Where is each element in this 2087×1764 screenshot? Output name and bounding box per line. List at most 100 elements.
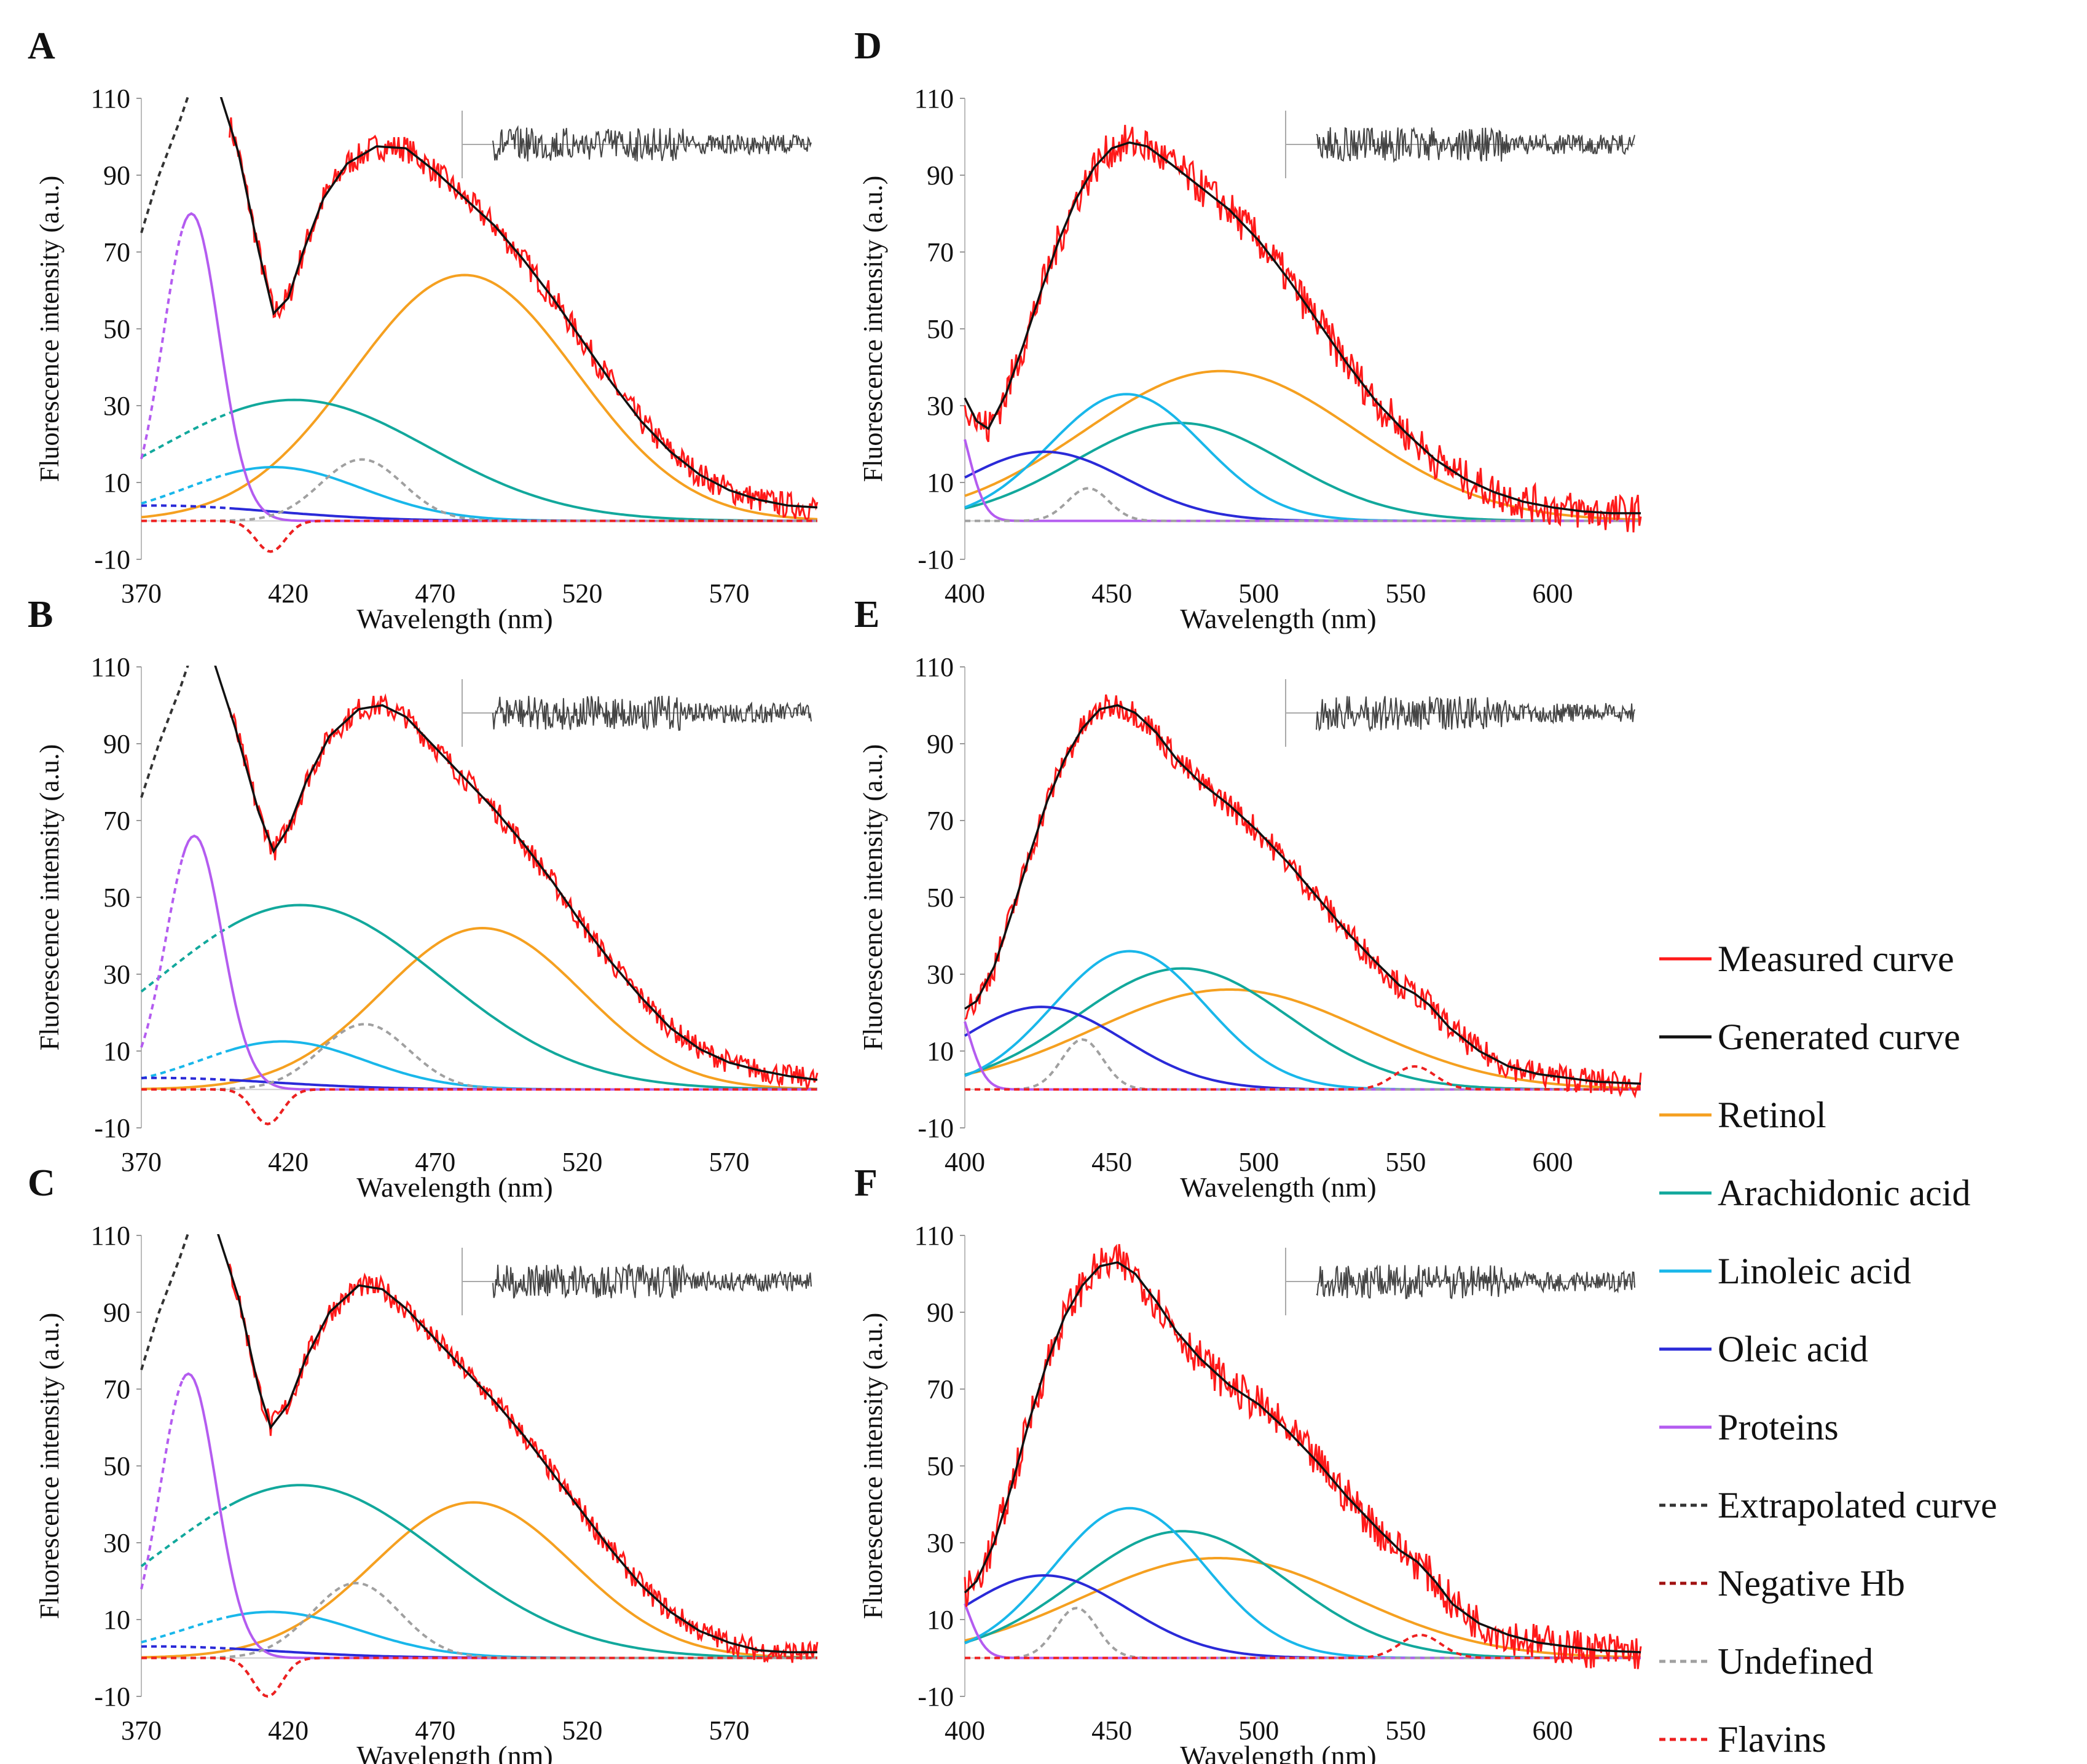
- series-proteins: [964, 1603, 1641, 1660]
- x-tick-label: 370: [121, 1715, 162, 1746]
- y-axis-title: Fluorescence intensity (a.u.): [34, 744, 65, 1051]
- x-tick-label: 470: [415, 1715, 455, 1746]
- panel-label: B: [28, 594, 53, 636]
- series-negative-hb: [141, 1088, 817, 1125]
- series-measured-curve: [229, 1263, 819, 1663]
- residual-inset: [1316, 127, 1635, 163]
- series-proteins: [181, 1372, 817, 1660]
- series-flavins: [965, 1065, 1641, 1091]
- y-tick-label: 70: [927, 806, 954, 836]
- y-tick-label: 90: [103, 160, 130, 191]
- x-tick-label: 600: [1533, 578, 1573, 608]
- residual-inset: [492, 1263, 812, 1299]
- y-tick-label: 10: [927, 468, 954, 498]
- chart-panels: A -10 10 30 50 70 90 110 370 420 470 520 570 Waveleng…: [28, 25, 1642, 1764]
- series-oleic-acid-extrapolated: [141, 1076, 230, 1082]
- series-flavins: [141, 1088, 817, 1125]
- x-axis-title: Wavelength (nm): [356, 1171, 552, 1203]
- series-retinol: [141, 274, 818, 521]
- y-tick-label: 110: [91, 1221, 130, 1251]
- y-tick-label: 10: [103, 1605, 130, 1635]
- y-tick-label: -10: [94, 545, 130, 575]
- series-measured-curve: [964, 125, 1642, 533]
- legend-item: Retinol: [1659, 1095, 1826, 1135]
- series-arachidonic-acid-extrapolated: [140, 926, 230, 993]
- y-tick-label: 110: [91, 652, 130, 682]
- series-flavins: [141, 1656, 817, 1698]
- y-tick-label: 30: [927, 1528, 954, 1558]
- x-tick-label: 400: [945, 578, 985, 608]
- y-tick-label: -10: [94, 1682, 130, 1712]
- series-arachidonic-acid-extrapolated: [141, 412, 230, 459]
- x-tick-label: 520: [562, 1147, 602, 1177]
- legend-label: Extrapolated curve: [1718, 1485, 1997, 1526]
- x-tick-label: 420: [268, 578, 309, 608]
- x-axis-title: Wavelength (nm): [356, 1740, 552, 1764]
- legend-label: Arachidonic acid: [1718, 1173, 1970, 1213]
- y-axis-title: Fluorescence intensity (a.u.): [34, 1313, 65, 1620]
- legend: Measured curve Generated curve Retinol Arac…: [1659, 939, 1997, 1760]
- x-tick-label: 520: [562, 578, 602, 608]
- series-measured-curve: [964, 694, 1642, 1099]
- legend-label: Undefined: [1718, 1641, 1873, 1682]
- x-tick-label: 550: [1385, 1715, 1426, 1746]
- residual-inset: [492, 125, 812, 162]
- panel-label: F: [854, 1162, 878, 1204]
- x-tick-label: 470: [415, 578, 455, 608]
- y-axis-title: Fluorescence intensity (a.u.): [858, 1313, 888, 1620]
- plot-area: [140, 97, 819, 553]
- series-undefined: [141, 458, 817, 522]
- series-undefined: [965, 487, 1641, 522]
- panel-b: B -10 10 30 50 70 90 110 370 420 470 520 570 Waveleng…: [28, 594, 819, 1203]
- x-tick-label: 520: [562, 1715, 602, 1746]
- plot-area: [140, 1234, 819, 1698]
- series-proteins-extrapolated: [140, 857, 184, 1048]
- y-tick-label: 70: [103, 237, 130, 267]
- x-tick-label: 500: [1238, 1147, 1279, 1177]
- y-tick-label: 110: [914, 652, 954, 682]
- y-tick-label: 50: [103, 314, 130, 344]
- x-tick-label: 500: [1238, 1715, 1279, 1746]
- panel-c: C -10 10 30 50 70 90 110 370 420 470 520 570 Waveleng…: [28, 1162, 819, 1764]
- series-linoleic-acid-extrapolated: [141, 1049, 230, 1080]
- series-extrapolated-curve: [140, 97, 189, 234]
- y-tick-label: 90: [103, 1297, 130, 1328]
- series-proteins-extrapolated: [140, 1379, 184, 1589]
- y-axis-title: Fluorescence intensity (a.u.): [858, 744, 888, 1051]
- y-tick-label: -10: [918, 1113, 954, 1143]
- panel-a: A -10 10 30 50 70 90 110 370 420 470 520 570 Waveleng…: [28, 25, 819, 634]
- y-tick-label: 70: [103, 806, 130, 836]
- legend-label: Linoleic acid: [1718, 1251, 1911, 1291]
- series-measured-curve: [229, 117, 819, 521]
- legend-item: Oleic acid: [1659, 1329, 1868, 1369]
- legend-label: Negative Hb: [1718, 1563, 1905, 1604]
- x-tick-label: 420: [268, 1715, 309, 1746]
- series-extrapolated-curve: [140, 666, 189, 798]
- y-tick-label: 110: [914, 1221, 954, 1251]
- x-tick-label: 570: [709, 1715, 750, 1746]
- y-tick-label: 10: [103, 468, 130, 498]
- series-generated-curve: [964, 704, 1641, 1085]
- y-tick-label: 50: [103, 883, 130, 913]
- series-arachidonic-acid: [964, 422, 1641, 522]
- x-tick-label: 370: [121, 1147, 162, 1177]
- y-tick-label: 90: [927, 160, 954, 191]
- panel-f: F -10 10 30 50 70 90 110 400 450 500 550 600 Waveleng…: [854, 1162, 1642, 1764]
- series-proteins: [964, 439, 1641, 522]
- x-axis-title: Wavelength (nm): [1180, 603, 1376, 634]
- legend-label: Retinol: [1718, 1095, 1826, 1135]
- y-tick-label: 50: [927, 314, 954, 344]
- y-tick-label: 10: [927, 1036, 954, 1066]
- series-negative-hb: [141, 1656, 817, 1698]
- y-tick-label: 10: [927, 1605, 954, 1635]
- panel-d: D -10 10 30 50 70 90 110 400 450 500 550 600 Waveleng…: [854, 25, 1642, 634]
- y-tick-label: 90: [927, 1297, 954, 1328]
- x-tick-label: 450: [1091, 1147, 1132, 1177]
- y-tick-label: 30: [103, 959, 130, 990]
- series-arachidonic-acid: [229, 904, 817, 1091]
- y-tick-label: 70: [103, 1374, 130, 1404]
- x-tick-label: 420: [268, 1147, 309, 1177]
- series-linoleic-acid-extrapolated: [141, 1615, 230, 1644]
- x-tick-label: 550: [1385, 578, 1426, 608]
- panel-e: E -10 10 30 50 70 90 110 400 450 500 550 600 Waveleng…: [854, 594, 1642, 1203]
